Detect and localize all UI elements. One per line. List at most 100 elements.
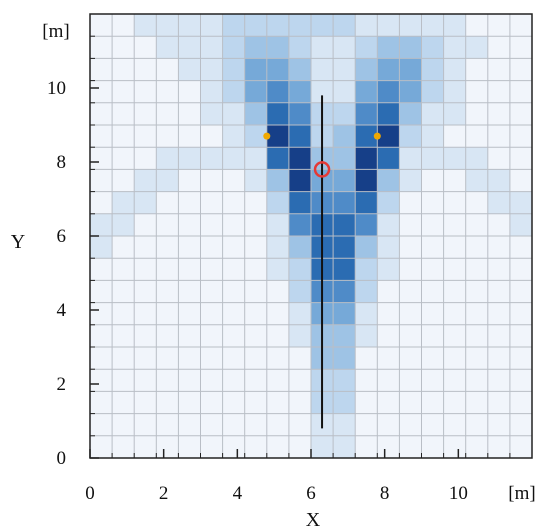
heatmap-cell — [156, 80, 179, 103]
heatmap-cell — [134, 391, 157, 414]
heatmap-cell — [134, 258, 157, 281]
heatmap-cell — [421, 80, 444, 103]
heatmap-cell — [355, 347, 378, 370]
heatmap-cell — [311, 14, 334, 37]
heatmap-cell — [244, 169, 267, 192]
heatmap-cell — [244, 347, 267, 370]
heatmap-cell — [244, 369, 267, 392]
x-tick-label: 4 — [233, 483, 243, 504]
heatmap-cell — [443, 14, 466, 37]
heatmap-cell — [487, 191, 510, 214]
heatmap-cell — [377, 258, 400, 281]
heatmap-cell — [443, 125, 466, 148]
heatmap-cell — [178, 147, 201, 170]
heatmap-cell — [244, 391, 267, 414]
grid-lines — [89, 13, 533, 459]
heatmap-cell — [156, 169, 179, 192]
heatmap-cell — [288, 324, 311, 347]
heatmap-cell — [355, 236, 378, 259]
heatmap-cell — [200, 125, 223, 148]
heatmap-cell — [156, 213, 179, 236]
heatmap-cell — [487, 347, 510, 370]
heatmap-cell — [134, 236, 157, 259]
heatmap-cell — [178, 280, 201, 303]
heatmap-cell — [112, 213, 135, 236]
heatmap-cell — [355, 435, 378, 458]
heatmap-cell — [421, 258, 444, 281]
heatmap-cell — [377, 369, 400, 392]
heatmap-cell — [90, 324, 113, 347]
heatmap-cell — [200, 435, 223, 458]
heatmap-cell — [222, 213, 245, 236]
heatmap-cell — [178, 125, 201, 148]
heatmap-cell — [355, 191, 378, 214]
heatmap-cell — [443, 102, 466, 125]
y-tick-label: 2 — [57, 374, 67, 395]
heatmap-cell — [90, 80, 113, 103]
heatmap-cell — [487, 324, 510, 347]
heatmap-cell — [421, 191, 444, 214]
heatmap-cell — [266, 213, 289, 236]
heatmap-cell — [333, 280, 356, 303]
heatmap-cell — [399, 324, 422, 347]
y-tick-label: 8 — [57, 152, 67, 173]
heatmap-cell — [266, 302, 289, 325]
heatmap-cell — [90, 435, 113, 458]
heatmap-cell — [399, 147, 422, 170]
heatmap-cell — [355, 80, 378, 103]
heatmap-cell — [377, 125, 400, 148]
heatmap-cell — [244, 280, 267, 303]
heatmap-cell — [90, 413, 113, 436]
heatmap-cell — [311, 80, 334, 103]
heatmap-cell — [333, 213, 356, 236]
heatmap-cell — [156, 435, 179, 458]
heatmap-cell — [112, 302, 135, 325]
heatmap-cell — [333, 413, 356, 436]
heatmap-cell — [222, 258, 245, 281]
heatmap-cell — [377, 147, 400, 170]
heatmap-cell — [244, 36, 267, 59]
heatmap-cell — [399, 125, 422, 148]
heatmap-cell — [487, 169, 510, 192]
heatmap-cell — [443, 147, 466, 170]
heatmap-cell — [112, 413, 135, 436]
heatmap-cell — [443, 302, 466, 325]
heatmap-cell — [112, 435, 135, 458]
heatmap-cell — [443, 236, 466, 259]
heatmap-cell — [377, 36, 400, 59]
x-tick-label: 2 — [159, 483, 169, 504]
heatmap-cell — [266, 102, 289, 125]
heatmap-cell — [244, 14, 267, 37]
heatmap-cell — [443, 36, 466, 59]
heatmap-cell — [509, 58, 532, 81]
heatmap-cell — [465, 302, 488, 325]
heatmap-cell — [156, 258, 179, 281]
heatmap-cell — [222, 191, 245, 214]
heatmap-cell — [156, 324, 179, 347]
heatmap-cell — [487, 125, 510, 148]
heatmap-cell — [421, 369, 444, 392]
heatmap-cell — [288, 413, 311, 436]
heatmap-cell — [487, 391, 510, 414]
heatmap-cell — [222, 147, 245, 170]
heatmap-cell — [156, 147, 179, 170]
heatmap-cell — [134, 169, 157, 192]
heatmap-cell — [355, 102, 378, 125]
heatmap-cell — [178, 14, 201, 37]
heatmap-cell — [90, 102, 113, 125]
heatmap-cell — [487, 102, 510, 125]
heatmap-cell — [399, 213, 422, 236]
heatmap-cell — [355, 258, 378, 281]
heatmap-cell — [90, 347, 113, 370]
heatmap-cell — [90, 258, 113, 281]
overlay-marks — [263, 95, 381, 429]
heatmap-cell — [200, 324, 223, 347]
heatmap-cell — [377, 391, 400, 414]
heatmap-cell — [266, 147, 289, 170]
heatmap-cell — [355, 14, 378, 37]
heatmap-cell — [443, 435, 466, 458]
heatmap-cell — [288, 302, 311, 325]
heatmap-cell — [266, 369, 289, 392]
heatmap-cell — [333, 302, 356, 325]
heatmap-cell — [156, 125, 179, 148]
